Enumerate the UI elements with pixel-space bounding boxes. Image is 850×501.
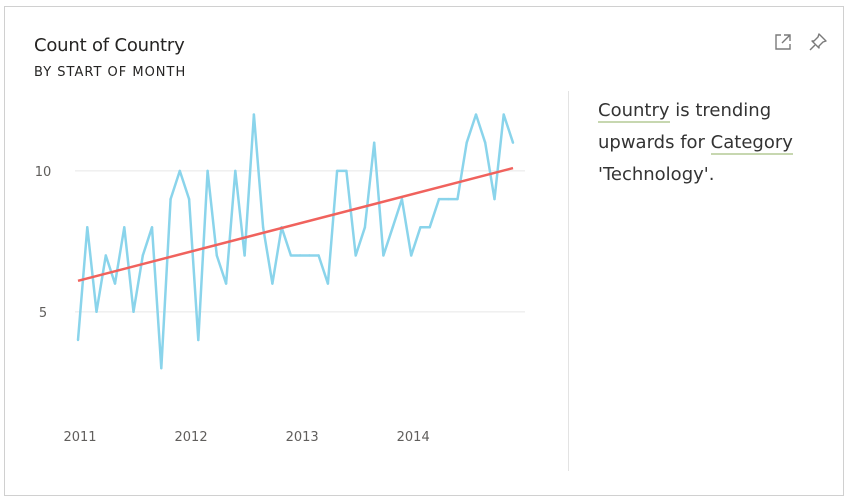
data-point xyxy=(132,310,135,314)
data-point xyxy=(502,113,505,116)
data-point xyxy=(437,197,441,201)
data-point xyxy=(261,226,265,229)
data-point xyxy=(234,169,237,173)
data-point xyxy=(484,141,487,144)
data-point xyxy=(372,141,376,144)
data-point xyxy=(86,226,89,229)
data-point xyxy=(169,197,172,201)
insight-text: Country is trending upwards for Category… xyxy=(598,95,808,191)
visual-subtitle: BY START OF MONTH xyxy=(34,65,187,80)
data-point xyxy=(187,197,191,201)
y-tick-label: 10 xyxy=(35,165,52,180)
data-point xyxy=(123,226,126,229)
data-point xyxy=(76,338,80,342)
line-chart: 5 10 2011 2012 2013 2014 xyxy=(35,113,525,445)
data-point xyxy=(335,169,339,173)
data-point xyxy=(289,254,293,257)
series-line xyxy=(76,113,515,370)
x-tick-label: 2012 xyxy=(175,430,208,445)
data-point xyxy=(308,254,311,257)
data-point xyxy=(409,254,413,257)
data-point xyxy=(215,254,219,257)
data-point xyxy=(354,254,357,257)
data-point xyxy=(160,366,163,370)
data-point xyxy=(363,226,367,229)
trend-line xyxy=(77,166,514,283)
data-point xyxy=(224,282,228,285)
data-point xyxy=(243,254,246,257)
data-point xyxy=(178,169,182,173)
data-point xyxy=(474,113,478,116)
pin-icon[interactable] xyxy=(807,31,829,53)
insight-text-part-1: is trending upwards for xyxy=(598,100,772,153)
data-point xyxy=(104,254,107,257)
insight-category-link[interactable]: Category xyxy=(710,132,793,155)
insight-field-link[interactable]: Country xyxy=(598,100,670,123)
y-tick-label: 5 xyxy=(39,306,47,321)
insight-text-part-2: 'Technology'. xyxy=(598,164,715,185)
data-point xyxy=(206,169,209,173)
data-point xyxy=(141,254,144,257)
data-point xyxy=(150,226,154,229)
data-point xyxy=(511,141,515,144)
data-point xyxy=(345,169,348,173)
data-point xyxy=(428,226,431,229)
data-point xyxy=(391,226,394,229)
data-point xyxy=(447,197,450,201)
data-point xyxy=(298,254,302,257)
x-tick-label: 2011 xyxy=(63,430,96,445)
data-point xyxy=(271,282,274,285)
data-point xyxy=(493,197,496,201)
data-point xyxy=(419,226,422,229)
data-point xyxy=(252,113,256,116)
visual-title: Count of Country xyxy=(34,35,185,56)
data-point xyxy=(95,310,98,314)
divider xyxy=(568,91,569,471)
x-tick-label: 2013 xyxy=(286,430,319,445)
data-point xyxy=(113,282,117,285)
data-point xyxy=(400,197,404,201)
data-point xyxy=(326,282,330,285)
data-point xyxy=(456,197,459,201)
x-tick-label: 2014 xyxy=(397,430,430,445)
data-point xyxy=(465,141,468,144)
data-point xyxy=(317,254,320,257)
expand-icon[interactable] xyxy=(772,31,794,53)
data-point xyxy=(197,338,200,342)
visual-card: Count of Country BY START OF MONTH 5 10 20… xyxy=(4,6,844,496)
data-point xyxy=(382,254,385,257)
